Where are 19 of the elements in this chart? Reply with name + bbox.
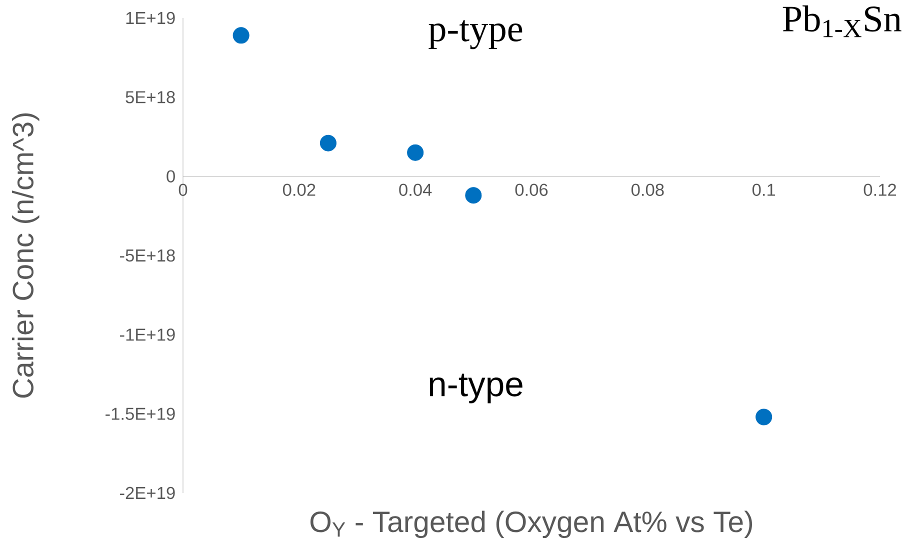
- y-axis-title: Carrier Conc (n/cm^3): [12, 113, 40, 398]
- y-tick-label: -2E+19: [120, 486, 175, 500]
- y-tick-label: -1E+19: [120, 328, 175, 341]
- x-tick-label: 0.1: [752, 184, 776, 196]
- y-tick-label: 5E+18: [126, 91, 175, 104]
- x-tick-label: 0.04: [399, 184, 432, 196]
- x-tick-label: 0.08: [631, 184, 664, 196]
- annotation: p-type: [428, 20, 522, 50]
- x-axis-title: O$_{Y}$ - Targeted (Oxygen At% vs Te): [310, 510, 752, 538]
- annotation: n-type: [430, 374, 522, 404]
- y-tick-label: 1E+19: [126, 12, 175, 24]
- y-tick-label: -5E+18: [120, 249, 175, 262]
- x-tick-label: 0.02: [282, 184, 316, 196]
- x-tick-label: 0: [178, 184, 188, 196]
- x-tick-label: 0.06: [515, 184, 548, 196]
- y-tick-label: -1.5E+19: [106, 408, 175, 420]
- chart-title: Pb$_{1-X}$Sn: [782, 5, 902, 38]
- x-tick-label: 0.12: [864, 184, 896, 196]
- y-tick-label: 0: [166, 170, 175, 182]
